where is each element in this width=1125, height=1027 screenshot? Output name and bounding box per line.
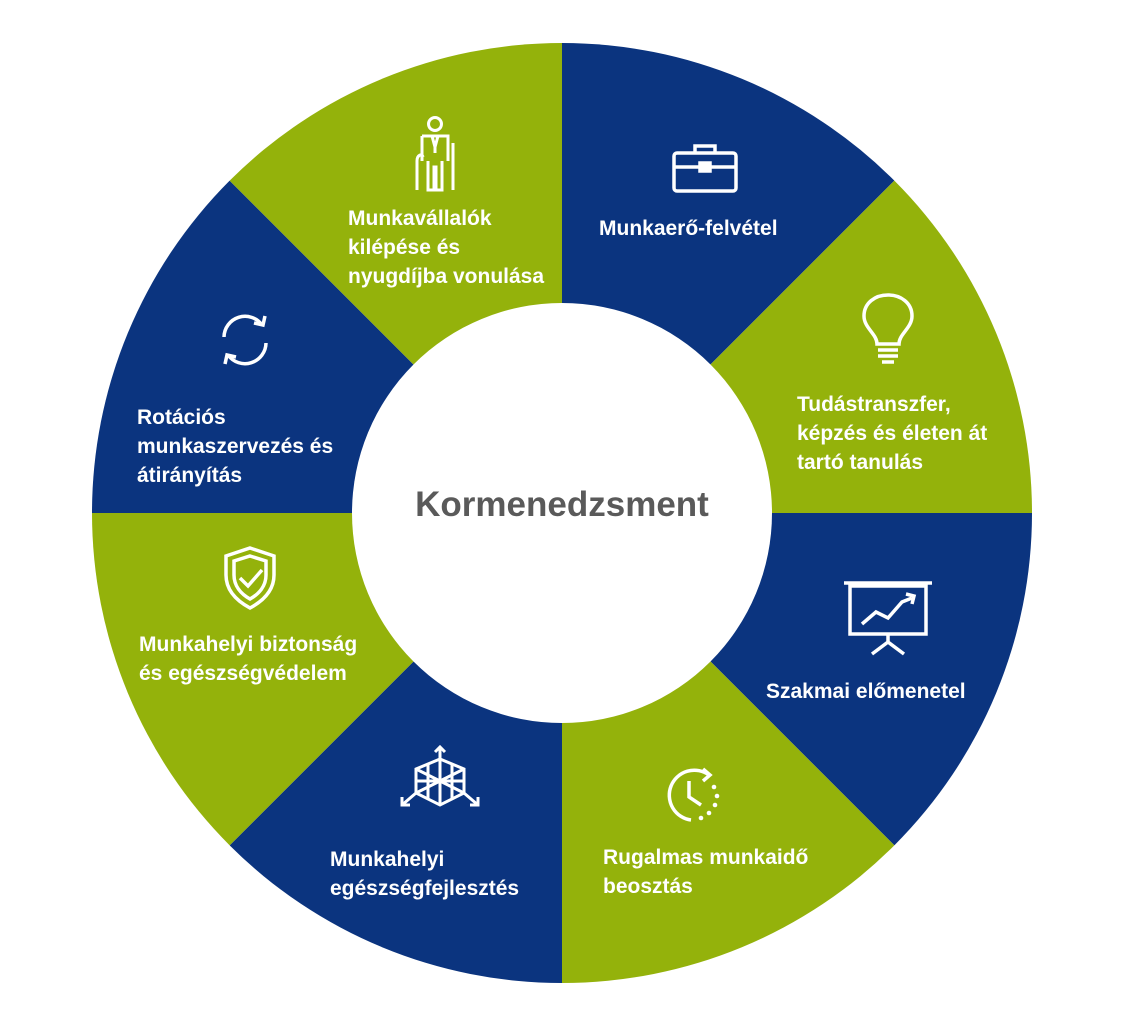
- segment-2: [562, 43, 1032, 513]
- segment-8: [92, 43, 562, 513]
- segment-label-szakmai-elomenetel: Szakmai előmenetel: [766, 680, 966, 703]
- center-title: Kormenedzsment: [415, 485, 709, 524]
- segment-5: [92, 513, 562, 983]
- segment-7: [92, 43, 562, 513]
- briefcase-icon: [672, 143, 738, 193]
- segment-3: [562, 513, 1032, 983]
- segment-label-munkahelyi-egeszsegfejlesztes: Munkahelyi egészségfejlesztés: [330, 848, 520, 900]
- cube-arrows-icon: [398, 745, 482, 817]
- segment-label-munkavallalok-kilepese: Munkavállalók kilépése és nyugdíjba vonu…: [348, 207, 545, 288]
- segment-6: [92, 513, 562, 983]
- clock-icon: [659, 765, 723, 825]
- lightbulb-icon: [860, 292, 916, 368]
- shield-check-icon: [222, 545, 278, 611]
- retiree-icon: [410, 115, 460, 193]
- segment-label-munkahelyi-biztonsag: Munkahelyi biztonság és egészségvédelem: [139, 633, 358, 685]
- segment-label-tudastranszfer: Tudástranszfer, képzés és életen át tart…: [797, 393, 988, 474]
- segment-label-munkaero-felvetel: Munkaerő-felvétel: [599, 217, 778, 240]
- center-circle: [352, 303, 772, 723]
- segment-label-rugalmas-munkaido: Rugalmas munkaidő beosztás: [603, 846, 809, 898]
- segment-1: [562, 43, 1032, 513]
- presentation-chart-icon: [842, 580, 934, 656]
- segment-4: [562, 513, 1032, 983]
- segment-label-rotacios-munkaszervezes: Rotációs munkaszervezés és átirányítás: [137, 406, 334, 487]
- rotation-icon: [212, 309, 278, 371]
